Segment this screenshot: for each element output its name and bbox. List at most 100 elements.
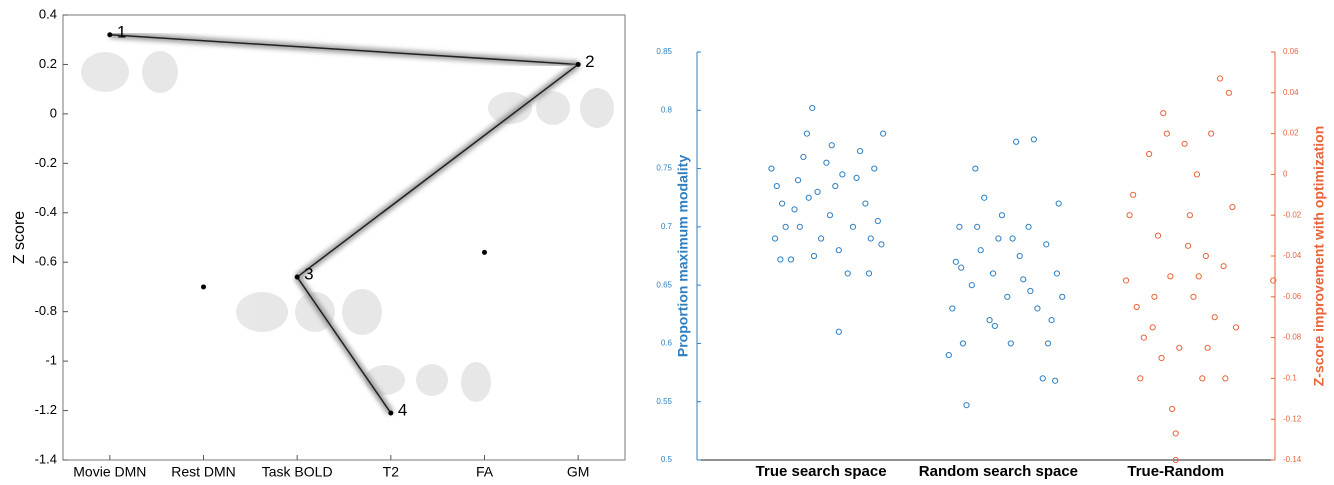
point <box>778 257 783 262</box>
y-tick-label: 0.55 <box>656 397 672 406</box>
point <box>1134 304 1139 309</box>
y2-tick-label: -0.02 <box>1283 210 1302 219</box>
point <box>840 172 845 177</box>
point <box>1017 253 1022 258</box>
y-tick-label: 0.65 <box>656 280 672 289</box>
point <box>804 131 809 136</box>
point <box>1155 233 1160 238</box>
point <box>788 257 793 262</box>
point <box>858 148 863 153</box>
point <box>819 236 824 241</box>
point <box>1164 131 1169 136</box>
y2-tick-label: -0.04 <box>1283 251 1302 260</box>
point <box>576 62 581 67</box>
point <box>1196 274 1201 279</box>
point <box>836 329 841 334</box>
point-label: 3 <box>304 265 313 284</box>
point <box>1200 376 1205 381</box>
figure: -1.4-1.2-1-0.8-0.6-0.4-0.200.20.4Z score… <box>0 0 1334 485</box>
y-tick-label: -0.8 <box>35 303 57 318</box>
point <box>1152 294 1157 299</box>
point <box>996 236 1001 241</box>
y-axis-label: Z score <box>11 211 28 264</box>
x-tick-label: T2 <box>383 464 400 480</box>
point <box>872 166 877 171</box>
point <box>1049 318 1054 323</box>
point <box>1131 192 1136 197</box>
point <box>1186 243 1191 248</box>
point <box>975 224 980 229</box>
point <box>881 131 886 136</box>
x-tick-label: Rest DMN <box>171 464 236 480</box>
point <box>868 236 873 241</box>
y-tick-label: 0.7 <box>661 222 673 231</box>
point <box>482 250 487 255</box>
point <box>1187 213 1192 218</box>
y-tick-label: 0.4 <box>39 6 57 21</box>
point <box>1177 345 1182 350</box>
point <box>772 236 777 241</box>
point <box>987 318 992 323</box>
point <box>1170 406 1175 411</box>
point <box>792 207 797 212</box>
point <box>1159 355 1164 360</box>
point <box>829 143 834 148</box>
point <box>1138 376 1143 381</box>
point-label: 1 <box>117 22 126 41</box>
y-tick-label: 0.5 <box>661 455 673 464</box>
x-tick-label: True-Random <box>1127 463 1224 480</box>
point <box>1045 341 1050 346</box>
point <box>836 248 841 253</box>
point <box>1212 315 1217 320</box>
y-tick-label: 0.6 <box>661 339 673 348</box>
point <box>950 306 955 311</box>
connector <box>297 64 578 277</box>
point <box>827 213 832 218</box>
point <box>1056 201 1061 206</box>
point <box>1147 151 1152 156</box>
y2-tick-label: -0.12 <box>1283 414 1302 423</box>
point <box>1203 253 1208 258</box>
point <box>774 183 779 188</box>
x-tick-label: Task BOLD <box>262 464 333 480</box>
point <box>1182 141 1187 146</box>
point <box>810 105 815 110</box>
point <box>854 175 859 180</box>
point <box>845 271 850 276</box>
point-label: 4 <box>398 401 407 420</box>
point <box>769 166 774 171</box>
y-tick-label: -0.6 <box>35 254 57 269</box>
y-tick-label: 0.2 <box>39 56 57 71</box>
point <box>1233 325 1238 330</box>
x-tick-label: Random search space <box>919 463 1078 480</box>
point <box>866 271 871 276</box>
point <box>806 195 811 200</box>
point <box>801 154 806 159</box>
y-tick-label: -0.2 <box>35 155 57 170</box>
y-tick-label: 0.85 <box>656 47 672 56</box>
x-tick-label: FA <box>476 464 494 480</box>
connector <box>110 35 578 65</box>
point <box>1053 378 1058 383</box>
point <box>1230 204 1235 209</box>
point <box>960 341 965 346</box>
point <box>1021 277 1026 282</box>
point <box>824 160 829 165</box>
point <box>815 189 820 194</box>
point <box>1194 172 1199 177</box>
point <box>1040 376 1045 381</box>
point <box>1161 111 1166 116</box>
point <box>959 265 964 270</box>
point <box>1223 376 1228 381</box>
point <box>1035 306 1040 311</box>
y-tick-label: 0.75 <box>656 164 672 173</box>
point <box>1150 325 1155 330</box>
y2-tick-label: 0 <box>1283 170 1288 179</box>
y2-tick-label: -0.1 <box>1283 374 1297 383</box>
point <box>1010 236 1015 241</box>
point <box>953 259 958 264</box>
point <box>833 183 838 188</box>
point <box>1191 294 1196 299</box>
point <box>201 284 206 289</box>
point <box>1014 139 1019 144</box>
